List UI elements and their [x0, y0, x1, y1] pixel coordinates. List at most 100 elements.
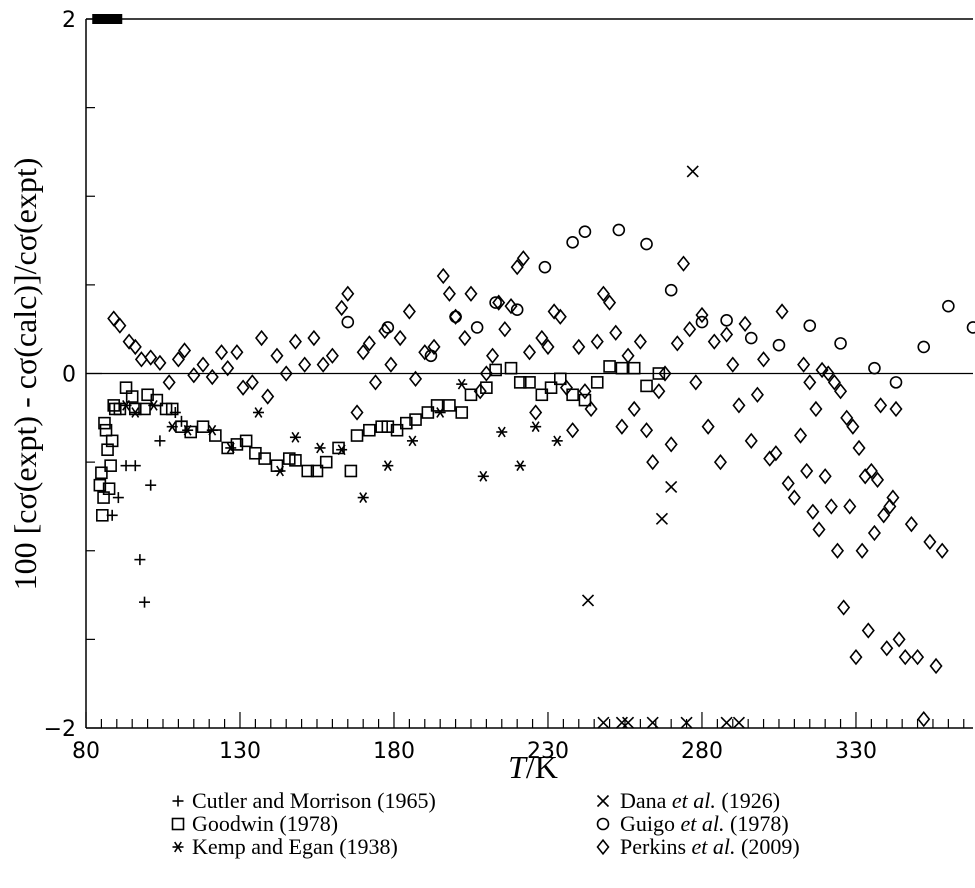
- data-point: [666, 438, 677, 452]
- data-point: [352, 430, 363, 441]
- data-point: [370, 375, 381, 389]
- data-point: [943, 301, 954, 312]
- data-point: [253, 408, 264, 418]
- data-point: [613, 224, 624, 235]
- data-point: [555, 310, 566, 324]
- data-point: [262, 390, 273, 404]
- data-point: [188, 368, 199, 382]
- legend-marker: [173, 796, 184, 807]
- data-point: [539, 262, 550, 273]
- data-point: [804, 375, 815, 389]
- series-cross: [583, 166, 745, 728]
- legend-label: Kemp and Egan (1938): [192, 834, 398, 859]
- data-point: [641, 423, 652, 437]
- data-point: [345, 465, 356, 476]
- data-point: [583, 595, 594, 606]
- data-point: [832, 544, 843, 558]
- data-point: [777, 305, 788, 319]
- x-axis-title-unit: /K: [526, 749, 558, 785]
- data-point: [610, 326, 621, 340]
- data-point: [863, 624, 874, 638]
- legend-entry: Guigo et al. (1978): [598, 811, 789, 836]
- data-point: [487, 349, 498, 363]
- data-point: [465, 287, 476, 301]
- data-point: [114, 319, 125, 333]
- data-point: [456, 407, 467, 418]
- legend-entry: Dana et al. (1926): [598, 788, 781, 813]
- x-tick-label: 80: [72, 739, 100, 764]
- data-point: [891, 402, 902, 416]
- data-point: [703, 420, 714, 434]
- data-point: [838, 601, 849, 615]
- data-point: [740, 317, 751, 331]
- data-point: [733, 399, 744, 413]
- data-point: [798, 358, 809, 372]
- data-point: [524, 345, 535, 359]
- data-point: [530, 422, 541, 432]
- data-point: [154, 435, 165, 446]
- data-point: [499, 322, 510, 336]
- data-point: [496, 427, 507, 437]
- data-point: [672, 336, 683, 350]
- data-point: [299, 358, 310, 372]
- data-point: [623, 717, 634, 728]
- data-point: [875, 399, 886, 413]
- data-point: [844, 500, 855, 514]
- y-tick-label: 0: [62, 363, 76, 388]
- data-point: [134, 554, 145, 565]
- data-point: [438, 269, 449, 283]
- data-point: [900, 650, 911, 664]
- data-point: [271, 349, 282, 363]
- data-point: [918, 341, 929, 352]
- legend-label: Cutler and Morrison (1965): [192, 788, 436, 813]
- data-point: [814, 523, 825, 537]
- x-tick-label: 130: [219, 739, 261, 764]
- data-point: [216, 345, 227, 359]
- data-point: [579, 384, 590, 398]
- legend-label: Dana et al. (1926): [620, 788, 780, 813]
- data-point: [136, 352, 147, 366]
- legend-marker: [598, 796, 609, 807]
- data-point: [207, 370, 218, 384]
- data-point: [145, 480, 156, 491]
- data-point: [746, 434, 757, 448]
- data-point: [549, 305, 560, 319]
- legend-label: Perkins et al. (2009): [620, 834, 800, 859]
- data-point: [530, 406, 541, 420]
- data-point: [820, 469, 831, 483]
- data-point: [336, 301, 347, 315]
- series-star: [121, 379, 563, 502]
- data-point: [444, 400, 455, 411]
- data-point: [573, 340, 584, 354]
- data-point: [231, 345, 242, 359]
- data-point: [758, 352, 769, 366]
- data-point: [715, 455, 726, 469]
- data-point: [647, 717, 658, 728]
- data-point: [552, 436, 563, 446]
- data-point: [641, 380, 652, 391]
- data-point: [327, 349, 338, 363]
- legend-label: Guigo et al. (1978): [620, 811, 789, 836]
- data-point: [641, 239, 652, 250]
- data-point: [709, 335, 720, 349]
- data-point: [656, 513, 667, 524]
- data-point: [456, 379, 467, 389]
- data-point: [918, 712, 929, 726]
- data-point: [783, 477, 794, 491]
- data-point: [459, 331, 470, 345]
- legend-marker: [598, 840, 609, 854]
- data-point: [647, 455, 658, 469]
- data-point: [579, 226, 590, 237]
- data-point: [592, 377, 603, 388]
- data-point: [666, 481, 677, 492]
- data-point: [164, 375, 175, 389]
- data-point: [733, 717, 744, 728]
- data-point: [891, 377, 902, 388]
- data-point: [616, 363, 627, 374]
- plot-frame: [86, 19, 973, 728]
- data-point: [616, 717, 627, 728]
- data-point: [385, 358, 396, 372]
- legend-marker: [598, 819, 609, 830]
- data-point: [678, 257, 689, 271]
